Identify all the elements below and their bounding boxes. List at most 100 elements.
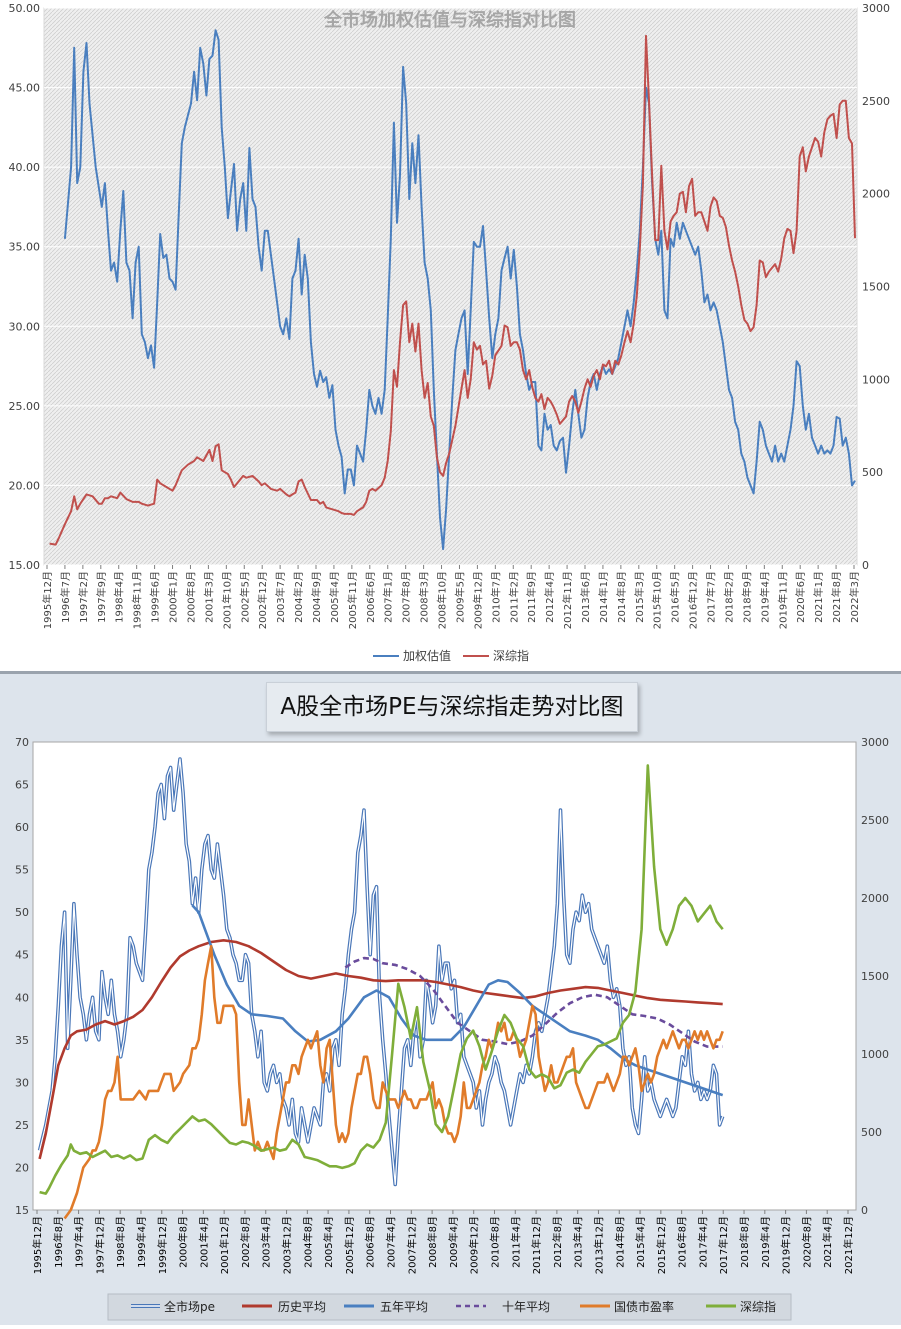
y-left-tick-label: 40 (15, 991, 29, 1004)
y-left-tick-label: 35 (15, 1034, 29, 1047)
chart2-legend: 全市场pe 历史平均 五年平均 十年平均 国债市盈率 深综指 (107, 1293, 792, 1321)
x-tick-label: 2014年8月 (615, 571, 628, 623)
x-tick-label: 1995年12月 (41, 571, 54, 629)
x-tick-label: 2018年8月 (738, 1216, 751, 1268)
x-tick-label: 2002年5月 (238, 571, 251, 623)
x-tick-label: 2006年8月 (364, 1216, 377, 1268)
y-left-tick-label: 70 (15, 736, 29, 749)
x-tick-label: 1996年7月 (59, 571, 72, 623)
x-tick-label: 2005年12月 (343, 1216, 356, 1274)
x-tick-label: 2004年8月 (301, 1216, 314, 1268)
legend-label-bond-pe: 国债市盈率 (614, 1299, 674, 1314)
x-tick-label: 2001年3月 (202, 571, 215, 623)
x-tick-label: 2015年4月 (634, 1216, 647, 1268)
y-left-tick-label: 60 (15, 821, 29, 834)
series-line-0 (63, 29, 856, 551)
x-tick-label: 2004年9月 (310, 571, 323, 623)
y-left-tick-label: 45.00 (9, 82, 41, 95)
series-line-1 (38, 939, 723, 1160)
x-tick-label: 2016年12月 (687, 571, 700, 629)
x-tick-label: 2011年2月 (507, 571, 520, 623)
chart2-svg: 15 20 25 30 35 40 45 50 55 60 65 70 0 500 1000 1500 2000… (15, 736, 889, 1321)
x-tick-label: 2011年12月 (530, 1216, 543, 1274)
series-line-4 (63, 944, 724, 1220)
x-tick-label: 1999年4月 (135, 1216, 148, 1268)
y-right-tick-label: 500 (862, 466, 883, 479)
x-tick-label: 2018年2月 (722, 571, 735, 623)
y-right-tick-label: 0 (861, 1204, 868, 1217)
x-tick-label: 2005年4月 (328, 571, 341, 623)
x-tick-label: 2013年12月 (592, 1216, 605, 1274)
x-tick-label: 2012年8月 (551, 1216, 564, 1268)
x-tick-label: 2006年6月 (364, 571, 377, 623)
x-tick-label: 2017年7月 (705, 571, 718, 623)
x-tick-label: 2008年8月 (426, 1216, 439, 1268)
y-right-tick-label: 0 (862, 559, 869, 572)
chart-a-share-pe: 15 20 25 30 35 40 45 50 55 60 65 70 0 500 1000 1500 2000… (0, 674, 901, 1325)
chart1-legend: 加权估值 深综指 (373, 648, 529, 663)
x-tick-label: 2003年12月 (281, 1216, 294, 1274)
x-tick-label: 2007年4月 (385, 1216, 398, 1268)
x-tick-label: 2011年4月 (509, 1216, 522, 1268)
x-tick-label: 2014年1月 (597, 571, 610, 623)
chart2-title: A股全市场PE与深综指走势对比图 (280, 694, 624, 720)
x-tick-label: 2021年8月 (830, 571, 843, 623)
legend-label-5y-avg: 五年平均 (380, 1300, 428, 1314)
chart1-plot-area (43, 7, 858, 566)
x-tick-label: 2022年3月 (848, 571, 861, 623)
chart2-title-box: A股全市场PE与深综指走势对比图 (266, 682, 638, 732)
x-tick-label: 2019年4月 (758, 571, 771, 623)
y-right-tick-label: 3000 (862, 2, 890, 15)
x-tick-label: 2007年1月 (382, 571, 395, 623)
x-tick-label: 2020年8月 (800, 1216, 813, 1268)
y-right-tick-label: 3000 (861, 736, 889, 749)
x-tick-label: 2001年10月 (220, 571, 233, 629)
x-tick-label: 2004年2月 (292, 571, 305, 623)
x-tick-label: 1998年8月 (114, 1216, 127, 1268)
y-right-tick-label: 2500 (862, 95, 890, 108)
x-tick-label: 2008年3月 (418, 571, 431, 623)
x-tick-label: 2009年5月 (453, 571, 466, 623)
chart-weighted-valuation: 15.00 20.00 25.00 30.00 35.00 40.00 45.00 50.00… (8, 2, 890, 663)
y-right-tick-label: 2000 (862, 188, 890, 201)
x-tick-label: 2020年6月 (794, 571, 807, 623)
x-tick-label: 2003年4月 (260, 1216, 273, 1268)
x-tick-label: 2005年4月 (322, 1216, 335, 1268)
y-left-tick-label: 20 (15, 1161, 29, 1174)
y-left-tick-label: 30 (15, 1076, 29, 1089)
x-tick-label: 1999年12月 (156, 1216, 169, 1274)
y-left-tick-label: 45 (15, 949, 29, 962)
x-tick-label: 2010年7月 (489, 571, 502, 623)
x-tick-label: 1996年8月 (52, 1216, 65, 1268)
x-tick-label: 2017年4月 (696, 1216, 709, 1268)
y-left-tick-label: 20.00 (9, 479, 41, 492)
y-right-tick-label: 1500 (861, 970, 889, 983)
x-tick-label: 2017年12月 (717, 1216, 730, 1274)
y-right-tick-label: 1000 (862, 373, 890, 386)
x-tick-label: 1997年9月 (95, 571, 108, 623)
x-tick-label: 2019年4月 (759, 1216, 772, 1268)
y-left-tick-label: 15.00 (9, 559, 41, 572)
x-tick-label: 2005年11月 (346, 571, 359, 629)
x-tick-label: 1995年12月 (31, 1216, 44, 1274)
y-left-tick-label: 55 (15, 864, 29, 877)
y-right-tick-label: 1500 (862, 281, 890, 294)
x-tick-label: 2003年7月 (274, 571, 287, 623)
x-tick-label: 2001年4月 (197, 1216, 210, 1268)
y-left-tick-label: 25.00 (9, 400, 41, 413)
y-left-tick-label: 30.00 (9, 320, 41, 333)
x-tick-label: 2007年12月 (405, 1216, 418, 1274)
x-tick-label: 2001年12月 (218, 1216, 231, 1274)
y-left-tick-label: 40.00 (9, 161, 41, 174)
x-tick-label: 2021年12月 (842, 1216, 855, 1274)
y-left-tick-label: 50 (15, 906, 29, 919)
y-right-tick-label: 2500 (861, 814, 889, 827)
x-tick-label: 2014年8月 (613, 1216, 626, 1268)
x-tick-label: 2012年4月 (543, 571, 556, 623)
x-tick-label: 1997年4月 (73, 1216, 86, 1268)
x-tick-label: 2018年9月 (740, 571, 753, 623)
x-tick-label: 2000年8月 (184, 571, 197, 623)
series-line-0-inner (39, 758, 724, 1186)
y-right-tick-label: 1000 (861, 1048, 889, 1061)
y-right-tick-label: 2000 (861, 892, 889, 905)
